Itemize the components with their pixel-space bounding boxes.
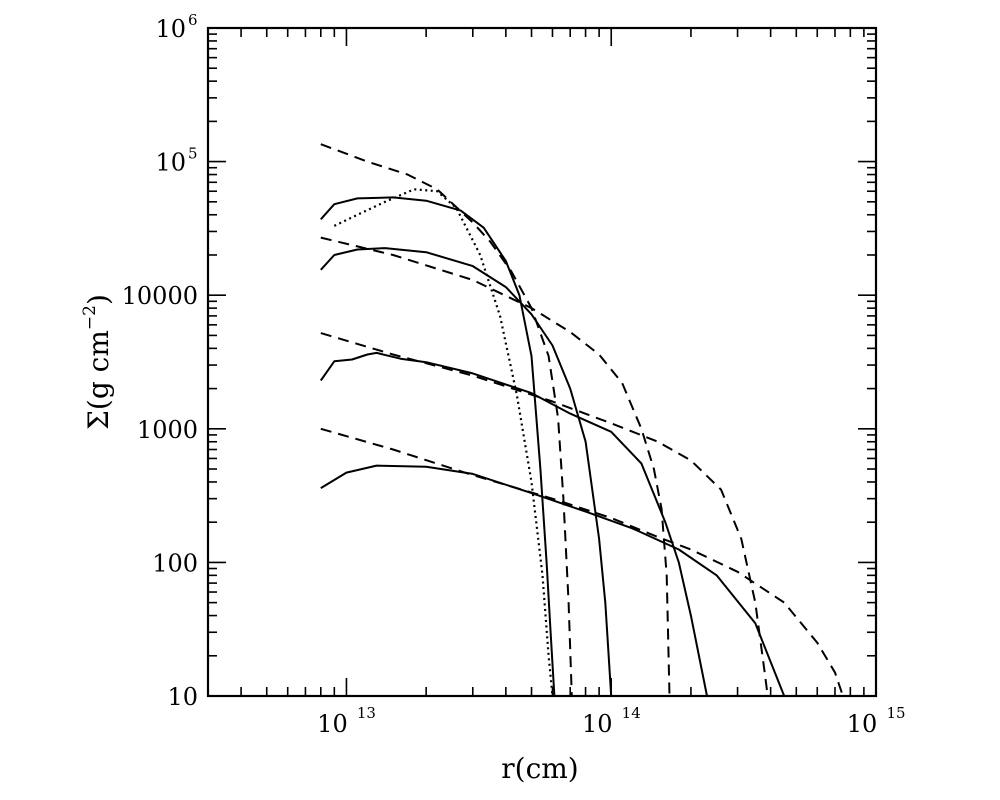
y-tick-label: 100 (152, 549, 198, 577)
plot-curves (319, 143, 844, 697)
y-tick-label-exp: 5 (188, 145, 198, 163)
y-axis-label-close: ) (82, 294, 115, 305)
series-dashed-5 (320, 143, 573, 697)
series-solid-2 (320, 247, 613, 697)
x-axis-label: r(cm) (501, 752, 578, 785)
y-axis-label-main: Σ(g cm (82, 330, 115, 430)
series-dashed-7 (320, 332, 769, 697)
y-tick-label: 10000 (122, 282, 198, 310)
x-tick-label-exp: 13 (357, 704, 376, 722)
x-tick-label: 10 (582, 710, 613, 738)
svg-text:Σ(g cm−2): Σ(g cm−2) (80, 294, 115, 430)
y-axis-label-sup: −2 (80, 305, 100, 330)
x-tick-label-exp: 15 (886, 704, 905, 722)
series-solid-4 (320, 464, 786, 697)
series-dotted-9 (333, 188, 554, 697)
y-tick-label: 10 (155, 149, 186, 177)
series-solid-3 (319, 351, 708, 697)
axis-ticks (207, 27, 877, 697)
y-tick-label: 1000 (137, 416, 198, 444)
x-tick-label: 10 (317, 710, 348, 738)
x-tick-label: 10 (847, 710, 878, 738)
plot-frame (206, 26, 878, 698)
series-dashed-8 (320, 427, 844, 697)
y-axis-label: Σ(g cm−2) (80, 294, 115, 430)
y-tick-label: 10 (167, 683, 198, 711)
x-tick-label-exp: 14 (622, 704, 641, 722)
y-tick-label-exp: 6 (188, 11, 198, 29)
y-tick-label: 10 (155, 15, 186, 43)
series-solid-1 (320, 196, 556, 697)
